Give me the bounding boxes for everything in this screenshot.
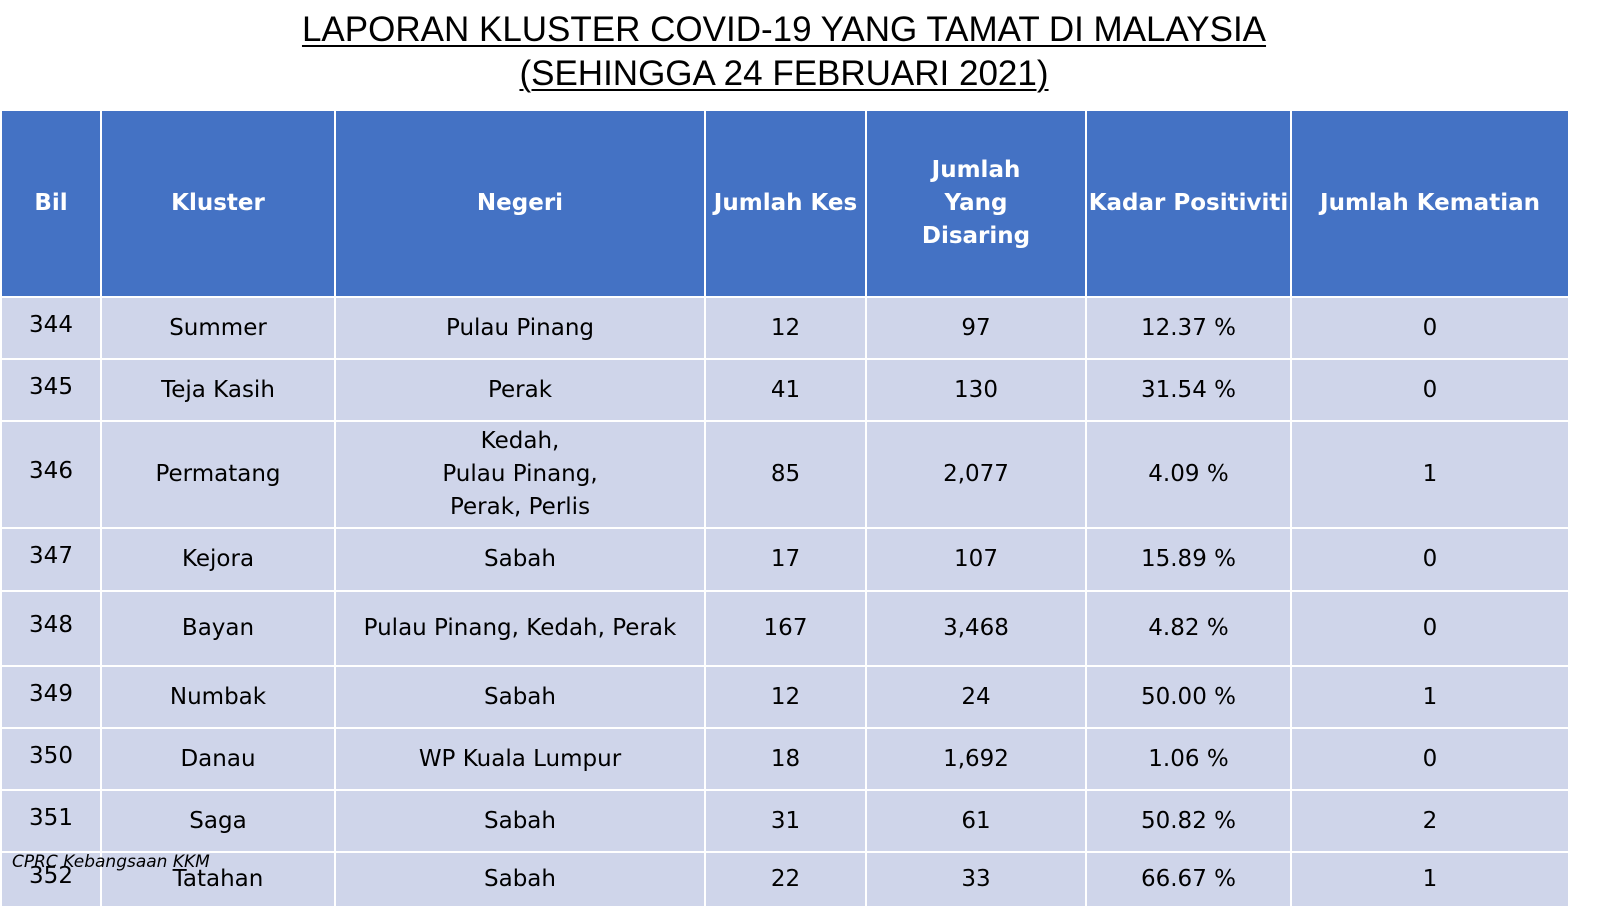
cell-kluster: Bayan	[100, 590, 336, 667]
cell-jumlah-kematian: 1	[1290, 665, 1570, 729]
cell-kadar-positiviti: 31.54 %	[1085, 358, 1292, 422]
negeri-line: WP Kuala Lumpur	[418, 745, 622, 772]
negeri-line: Sabah	[484, 546, 556, 572]
header-kadar-positiviti: Kadar Positiviti	[1085, 109, 1292, 298]
cell-jumlah-kematian: 0	[1290, 358, 1570, 422]
cell-negeri: Sabah	[334, 789, 706, 853]
cell-negeri: WP Kuala Lumpur	[334, 727, 706, 791]
negeri-line: Perak, Perlis	[449, 494, 591, 520]
cell-kadar-positiviti: 4.82 %	[1085, 590, 1292, 667]
cell-negeri: Sabah	[334, 665, 706, 729]
cell-jumlah-disaring: 33	[865, 851, 1087, 908]
cell-kluster: Danau	[100, 727, 336, 791]
cell-negeri: Kedah, Pulau Pinang, Perak, Perlis	[334, 420, 706, 529]
cell-jumlah-disaring: 1,692	[865, 727, 1087, 791]
table-row: 345 Teja Kasih Perak 41 130 31.54 % 0	[0, 358, 1570, 422]
header-kluster: Kluster	[100, 109, 336, 298]
cell-bil: 352	[0, 851, 102, 908]
cell-kluster: Teja Kasih	[100, 358, 336, 422]
cell-jumlah-disaring: 130	[865, 358, 1087, 422]
cell-jumlah-kes: 31	[704, 789, 867, 853]
negeri-line: Pulau Pinang	[445, 314, 595, 341]
cell-kluster: Tatahan	[100, 851, 336, 908]
cell-negeri: Sabah	[334, 527, 706, 592]
cell-kluster: Saga	[100, 789, 336, 853]
cell-jumlah-kes: 85	[704, 420, 867, 529]
cell-kluster: Summer	[100, 296, 336, 360]
table-row: 351 Saga Sabah 31 61 50.82 % 2	[0, 789, 1570, 853]
page-title: LAPORAN KLUSTER COVID-19 YANG TAMAT DI M…	[0, 8, 1568, 96]
cell-jumlah-disaring: 3,468	[865, 590, 1087, 667]
cell-negeri: Pulau Pinang, Kedah, Perak	[334, 590, 706, 667]
negeri-line: Kedah,	[480, 428, 560, 454]
cell-jumlah-kes: 17	[704, 527, 867, 592]
header-jumlah-disaring: Jumlah Yang Disaring	[865, 109, 1087, 298]
table-row: 344 Summer Pulau Pinang 12 97 12.37 % 0	[0, 296, 1570, 360]
cell-jumlah-kematian: 1	[1290, 420, 1570, 529]
cell-kadar-positiviti: 66.67 %	[1085, 851, 1292, 908]
negeri-line: Sabah	[484, 866, 556, 892]
cell-kluster: Kejora	[100, 527, 336, 592]
cell-bil: 351	[0, 789, 102, 853]
table-row: 350 Danau WP Kuala Lumpur 18 1,692 1.06 % 0	[0, 727, 1570, 791]
cluster-table: Bil Kluster Negeri Jumlah Kes Jumlah Yan…	[0, 109, 1570, 908]
cell-jumlah-kematian: 0	[1290, 590, 1570, 667]
header-row: Bil Kluster Negeri Jumlah Kes Jumlah Yan…	[0, 109, 1570, 298]
cell-kluster: Numbak	[100, 665, 336, 729]
cell-jumlah-kematian: 0	[1290, 296, 1570, 360]
cell-bil: 347	[0, 527, 102, 592]
cell-kadar-positiviti: 12.37 %	[1085, 296, 1292, 360]
cell-jumlah-kes: 22	[704, 851, 867, 908]
cell-jumlah-kematian: 2	[1290, 789, 1570, 853]
title-line-2: (SEHINGGA 24 FEBRUARI 2021)	[519, 54, 1049, 93]
header-jumlah-kes: Jumlah Kes	[704, 109, 867, 298]
cell-jumlah-kes: 41	[704, 358, 867, 422]
cell-kadar-positiviti: 15.89 %	[1085, 527, 1292, 592]
cell-negeri: Perak	[334, 358, 706, 422]
table-body: 344 Summer Pulau Pinang 12 97 12.37 % 0 345 Teja…	[0, 296, 1570, 908]
cell-negeri: Pulau Pinang	[334, 296, 706, 360]
cell-bil: 349	[0, 665, 102, 729]
title-line-1: LAPORAN KLUSTER COVID-19 YANG TAMAT DI M…	[301, 10, 1267, 49]
cell-kadar-positiviti: 50.00 %	[1085, 665, 1292, 729]
cell-bil: 348	[0, 590, 102, 667]
cell-jumlah-kes: 167	[704, 590, 867, 667]
cell-bil: 350	[0, 727, 102, 791]
table-row: 352 Tatahan Sabah 22 33 66.67 % 1	[0, 851, 1570, 908]
negeri-line: Pulau Pinang,	[442, 461, 598, 487]
cell-jumlah-kematian: 1	[1290, 851, 1570, 908]
cell-jumlah-disaring: 107	[865, 527, 1087, 592]
table-row: 348 Bayan Pulau Pinang, Kedah, Perak 167 3,4…	[0, 590, 1570, 667]
negeri-line: Pulau Pinang, Kedah, Perak	[363, 615, 677, 641]
header-jumlah-disaring-label: Jumlah Yang Disaring	[921, 157, 1031, 249]
negeri-line: Sabah	[484, 807, 556, 834]
cell-jumlah-disaring: 61	[865, 789, 1087, 853]
cell-jumlah-disaring: 24	[865, 665, 1087, 729]
cell-jumlah-kes: 12	[704, 665, 867, 729]
cell-kadar-positiviti: 4.09 %	[1085, 420, 1292, 529]
cell-jumlah-kematian: 0	[1290, 727, 1570, 791]
cell-bil: 345	[0, 358, 102, 422]
header-negeri: Negeri	[334, 109, 706, 298]
cell-jumlah-kematian: 0	[1290, 527, 1570, 592]
cell-jumlah-kes: 12	[704, 296, 867, 360]
table-row: 346 Permatang Kedah, Pulau Pinang, Perak, Pe…	[0, 420, 1570, 529]
negeri-line: Sabah	[484, 683, 556, 710]
cell-negeri: Sabah	[334, 851, 706, 908]
cell-bil: 346	[0, 420, 102, 529]
cell-jumlah-kes: 18	[704, 727, 867, 791]
table-row: 347 Kejora Sabah 17 107 15.89 % 0	[0, 527, 1570, 592]
cell-jumlah-disaring: 2,077	[865, 420, 1087, 529]
source-footer: CPRC Kebangsaan KKM	[12, 852, 210, 872]
table-row: 349 Numbak Sabah 12 24 50.00 % 1	[0, 665, 1570, 729]
cell-jumlah-disaring: 97	[865, 296, 1087, 360]
cell-kluster: Permatang	[100, 420, 336, 529]
header-jumlah-kematian: Jumlah Kematian	[1290, 109, 1570, 298]
header-bil: Bil	[0, 109, 102, 298]
cell-kadar-positiviti: 1.06 %	[1085, 727, 1292, 791]
cell-bil: 344	[0, 296, 102, 360]
cell-kadar-positiviti: 50.82 %	[1085, 789, 1292, 853]
negeri-line: Perak	[487, 376, 553, 403]
